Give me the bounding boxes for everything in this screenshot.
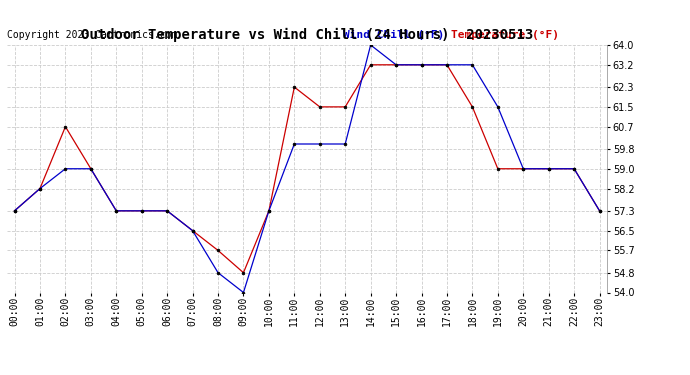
Text: Temperature (°F): Temperature (°F) bbox=[451, 30, 559, 40]
Text: Copyright 2023 Cartronics.com: Copyright 2023 Cartronics.com bbox=[7, 30, 177, 40]
Text: Wind Chill (°F): Wind Chill (°F) bbox=[343, 30, 444, 40]
Title: Outdoor Temperature vs Wind Chill (24 Hours)  20230513: Outdoor Temperature vs Wind Chill (24 Ho… bbox=[81, 28, 533, 42]
